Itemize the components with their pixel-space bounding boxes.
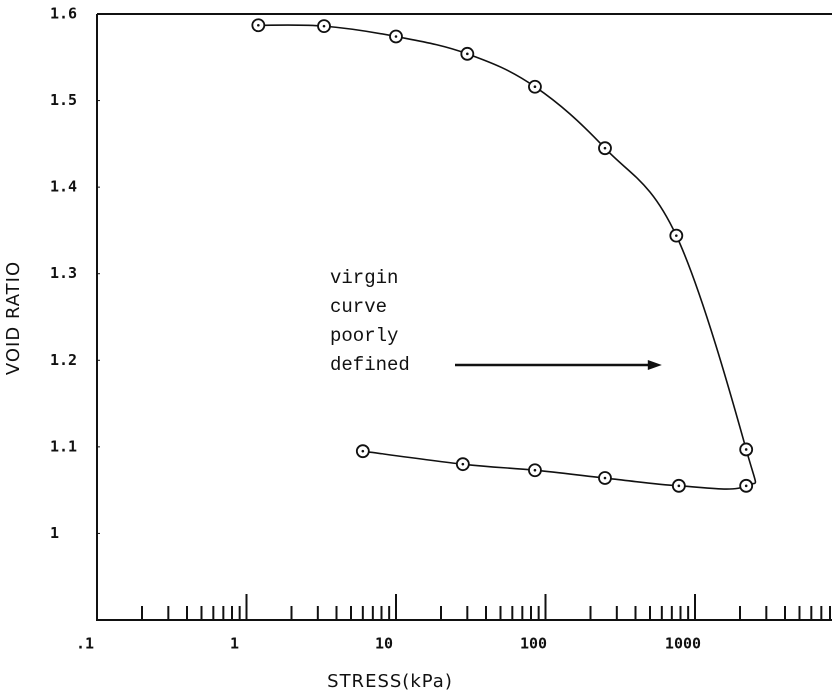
data-point [671,478,686,493]
x-axis-label: STRESS(kPa) [327,671,453,692]
annotation-text: virgin [330,267,398,289]
data-point [317,19,331,34]
marker-dot [322,24,326,28]
data-point [460,46,475,61]
annotation-text: poorly [330,325,398,347]
marker-dot [533,85,537,89]
x-tick-label: 1000 [665,635,701,653]
data-point [389,29,403,44]
data-point [455,457,470,472]
y-axis-label: VOID RATIO [3,261,24,375]
y-tick-label: 1.1 [50,437,77,455]
x-tick-label: .1 [76,635,94,653]
y-tick-label: 1 [50,524,59,542]
marker-dot [533,468,537,472]
data-point [598,141,612,156]
y-tick-label: 1.4 [50,178,77,196]
annotation-text: curve [330,296,387,318]
data-point [528,79,542,94]
data-point [739,442,754,457]
annotation-arrow-head [647,360,662,370]
marker-dot [744,448,748,451]
marker-dot [675,234,678,237]
y-tick-label: 1.6 [50,5,77,23]
data-point [528,463,542,478]
y-tick-label: 1.5 [50,91,77,109]
data-point [598,471,612,485]
x-tick-label: 1 [230,635,239,653]
marker-dot [466,52,469,56]
marker-dot [603,476,607,480]
y-tick-label: 1.3 [50,264,77,282]
x-tick-label: 100 [520,635,547,653]
marker-dot [257,23,260,27]
data-point [669,228,684,243]
marker-dot [677,484,681,488]
marker-dot [603,146,607,150]
x-tick-label: 10 [375,635,393,653]
marker-dot [394,35,398,38]
data-point [739,478,754,493]
marker-dot [744,484,748,488]
data-point [251,18,266,33]
data-point [355,444,370,459]
marker-dot [461,462,465,466]
y-tick-label: 1.2 [50,351,77,369]
marker-dot [361,449,365,453]
annotation-text: defined [330,354,410,376]
curve [258,24,757,490]
